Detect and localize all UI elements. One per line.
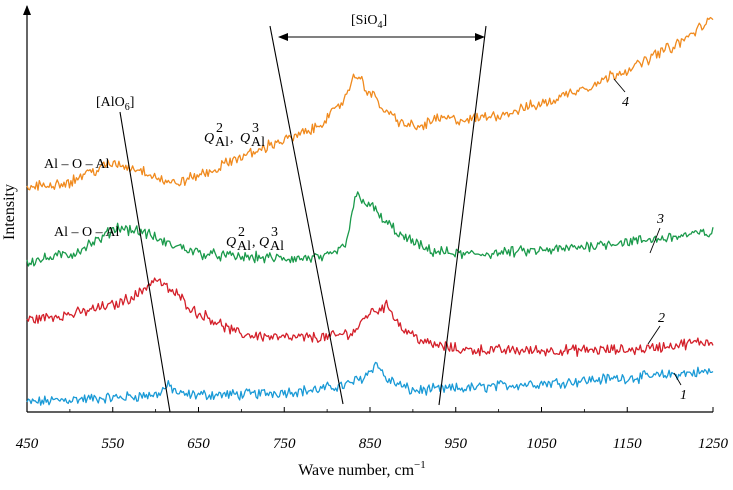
sio4-label: [SiO4] <box>351 13 387 31</box>
series-line-1 <box>26 361 714 406</box>
q-lower-q1: Q <box>226 235 236 250</box>
q-label-upper: Q 2 Al , Q 3 Al <box>204 121 265 150</box>
curve-label-3: 3 <box>649 212 664 254</box>
aloh-label-main: [AlO <box>96 95 125 110</box>
series-line-4 <box>26 16 714 191</box>
x-axis-label-unit-sup: −1 <box>414 459 426 471</box>
aloh-label-sub: 6 <box>125 102 130 113</box>
x-tick-label-650: 650 <box>187 436 210 452</box>
series-layer <box>26 16 714 406</box>
sio4-guide-line-left <box>269 25 344 405</box>
curve-label-2: 2 <box>647 311 665 345</box>
curve-label-4-text: 4 <box>622 95 629 110</box>
q-upper-q1: Q <box>204 131 214 146</box>
q-lower-sub2: Al <box>270 239 284 254</box>
curve-label-3-text: 3 <box>656 212 664 227</box>
q-label-lower: Q 2 Al , Q 3 Al <box>226 225 284 254</box>
aloh-label-close: ] <box>130 95 135 110</box>
x-tick-label-750: 750 <box>273 436 296 452</box>
series-line-2 <box>26 277 714 357</box>
aloh-label: [AlO6] <box>96 95 134 113</box>
sio4-label-sub: 4 <box>377 20 382 31</box>
q-lower-sup2: 3 <box>271 225 278 240</box>
q-lower-sep: , <box>252 235 256 250</box>
q-upper-sup2: 3 <box>252 121 259 136</box>
series-line-3 <box>26 191 714 267</box>
sio4-label-main: [SiO <box>351 13 377 28</box>
x-axis-label-main: Wave number, cm <box>298 462 414 479</box>
x-axis-label: Wave number, cm−1 <box>298 459 426 479</box>
aloh-guide-line <box>119 111 171 413</box>
x-tick-label-850: 850 <box>359 436 382 452</box>
sio4-label-close: ] <box>382 13 387 28</box>
curve-label-1-text: 1 <box>680 388 687 403</box>
curve-label-4: 4 <box>613 78 629 110</box>
q-upper-sep: , <box>230 131 234 146</box>
x-tick-label-450: 450 <box>16 436 39 452</box>
x-tick-label-950: 950 <box>445 436 468 452</box>
q-upper-sub2: Al <box>251 135 265 150</box>
axes <box>23 5 714 413</box>
q-lower-q2: Q <box>259 235 269 250</box>
guide-lines <box>119 25 487 413</box>
q-lower-sup1: 2 <box>238 225 245 240</box>
x-tick-label-550: 550 <box>102 436 125 452</box>
curve-label-1: 1 <box>673 372 687 403</box>
x-tick-labels: 450 550 650 750 850 950 1050 1150 1250 <box>16 436 729 452</box>
al-o-al-label-upper: Al – O – Al <box>44 157 109 172</box>
q-upper-sup1: 2 <box>216 121 223 136</box>
x-tick-label-1150: 1150 <box>613 436 642 452</box>
q-lower-sub1: Al <box>237 239 251 254</box>
al-o-al-label-lower: Al – O – Al <box>54 225 119 240</box>
x-tick-label-1250: 1250 <box>698 436 729 452</box>
x-tick-label-1050: 1050 <box>527 436 558 452</box>
y-axis-label: Intensity <box>1 184 18 240</box>
q-upper-q2: Q <box>240 131 250 146</box>
sio4-guide-line-right <box>438 25 487 406</box>
curve-label-2-text: 2 <box>658 311 665 326</box>
q-upper-sub1: Al <box>215 135 229 150</box>
